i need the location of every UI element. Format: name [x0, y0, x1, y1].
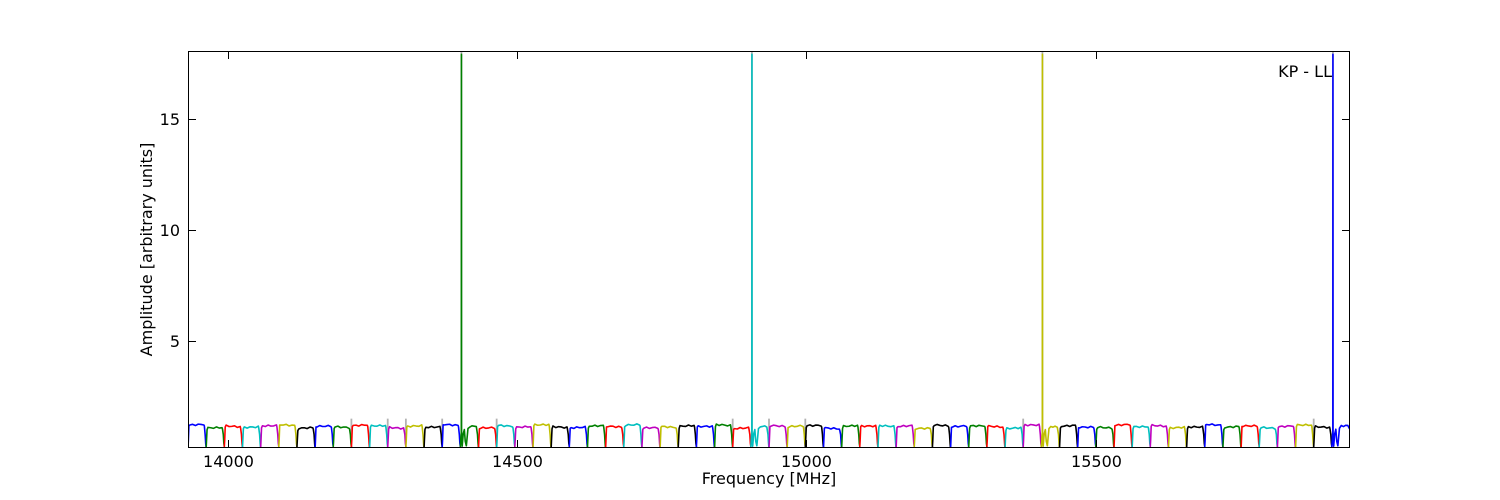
bandpass-segment [931, 423, 952, 448]
bandpass-segment [1095, 425, 1115, 448]
bandpass-segment [768, 424, 788, 448]
bandpass-segment [804, 424, 825, 448]
bandpass-segment [858, 424, 879, 448]
bandpass-segment [1040, 53, 1061, 448]
bandpass-segment [622, 423, 643, 448]
bandpass-segment [514, 425, 534, 448]
bandpass-segment [986, 424, 1006, 448]
bandpass-segment [386, 425, 407, 448]
axes-frame [188, 51, 1350, 448]
y-tick-label: 15 [160, 110, 180, 129]
bandpass-segment [713, 423, 734, 448]
bandpass-segment [641, 426, 661, 448]
bandpass-segment [477, 426, 498, 448]
bandpass-segment [277, 423, 298, 448]
bandpass-segment [1167, 425, 1188, 448]
bandpass-segment [314, 424, 335, 448]
bandpass-segment [750, 53, 770, 448]
bandpass-segment [1331, 53, 1350, 448]
bandpass-segment [949, 424, 970, 448]
bandpass-segment [840, 424, 861, 448]
bandpass-segment [677, 424, 698, 448]
bandpass-segment [604, 425, 625, 448]
bandpass-segment [1222, 425, 1242, 448]
bandpass-segment [188, 423, 207, 448]
bandpass-segment [659, 425, 680, 448]
bandpass-segment [1004, 426, 1024, 448]
bandpass-segment [495, 424, 516, 448]
x-axis-label: Frequency [MHz] [702, 469, 836, 488]
x-tick-label: 14500 [492, 452, 543, 471]
bandpass-segment [1185, 425, 1206, 448]
bandpass-segment [913, 426, 934, 448]
bandpass-segment [786, 424, 807, 448]
bandpass-segment [1131, 425, 1152, 448]
bandpass-segment [405, 424, 425, 448]
bandpass-segment [459, 53, 480, 448]
y-tick-label: 5 [170, 332, 180, 351]
bandpass-segment [1203, 423, 1224, 448]
bandpass-segment [586, 424, 607, 448]
bandpass-segment [1022, 423, 1043, 448]
bandpass-segment [241, 425, 262, 448]
bandpass-segment [568, 425, 589, 448]
bandpass-segment [205, 426, 226, 448]
bandpass-segment [1113, 423, 1133, 448]
bandpass-segment [822, 426, 843, 448]
bandpass-segment [259, 424, 280, 448]
bandpass-segment [695, 424, 716, 448]
bandpass-segment [423, 425, 443, 448]
y-tick-label: 10 [160, 221, 180, 240]
x-tick-label: 15000 [781, 452, 832, 471]
data-layer [188, 51, 1350, 448]
x-tick-label: 15500 [1071, 452, 1122, 471]
bandpass-segment [532, 423, 552, 448]
x-tick-label: 14000 [203, 452, 254, 471]
bandpass-segment [1240, 424, 1261, 448]
bandpass-segment [895, 424, 916, 448]
bandpass-segment [550, 425, 571, 448]
bandpass-segment [1149, 423, 1170, 448]
bandpass-segment [296, 426, 316, 448]
panel-annotation: KP - LL [1278, 62, 1332, 81]
bandpass-segment [350, 423, 371, 448]
axes-layer: 14000 14500 15000 15500 5 10 15 [160, 51, 1350, 471]
bandpass-segment [368, 424, 389, 448]
bandpass-segment [1312, 425, 1333, 448]
bandpass-segment [332, 425, 353, 448]
bandpass-segment [1076, 425, 1097, 448]
bandpass-segment [967, 424, 988, 448]
bandpass-segment [1258, 426, 1279, 448]
bandpass-segment [731, 426, 752, 448]
bandpass-segment [1058, 424, 1079, 448]
y-axis-label: Amplitude [arbitrary units] [137, 143, 156, 357]
bandpass-segment [1276, 424, 1297, 448]
bandpass-segment [877, 424, 897, 448]
bandpass-segment [223, 424, 244, 448]
bandpass-segment [441, 423, 462, 448]
bandpass-segment [1294, 423, 1315, 448]
